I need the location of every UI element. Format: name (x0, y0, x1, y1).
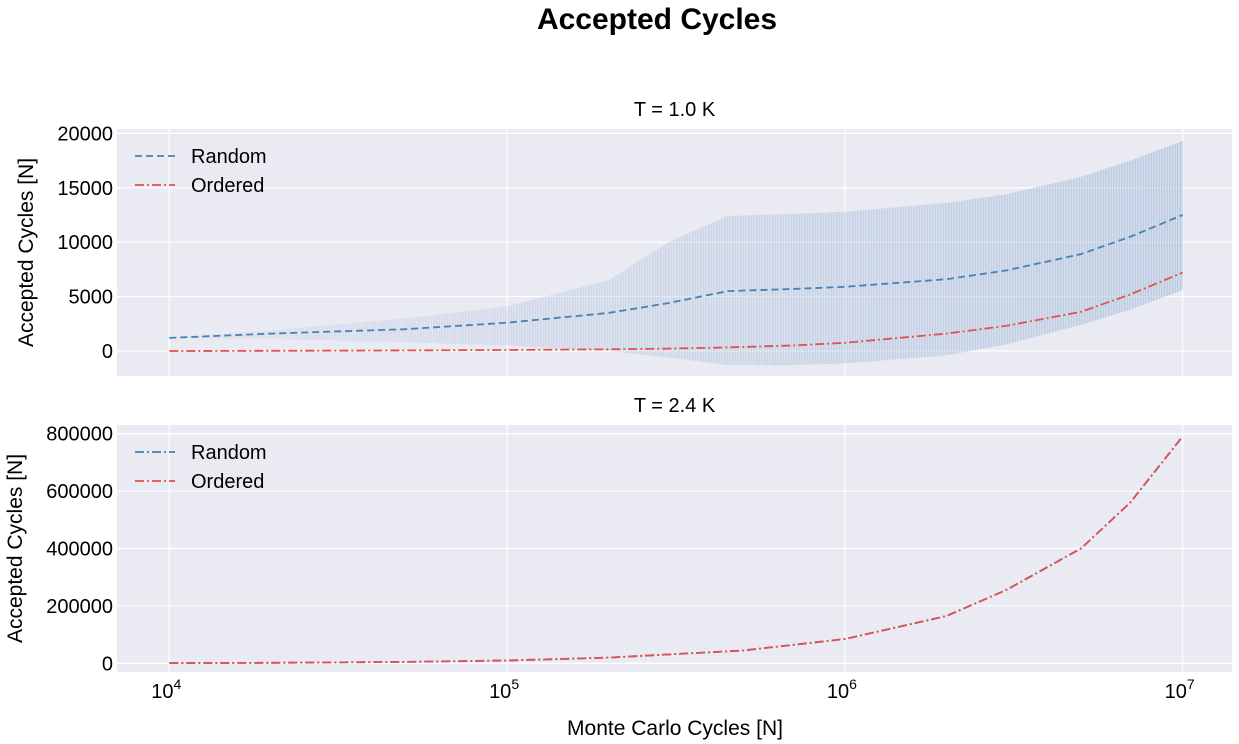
y-tick-label: 0 (102, 653, 113, 675)
x-tick-label: 105 (489, 676, 519, 703)
y-tick-label: 0 (102, 341, 113, 363)
figure-xlabel: Monte Carlo Cycles [N] (567, 717, 783, 740)
legend-label: Random (191, 146, 267, 168)
y-tick-label: 600000 (46, 481, 113, 503)
y-tick-label: 400000 (46, 539, 113, 561)
x-tick-label: 107 (1165, 676, 1195, 703)
plot-series (169, 435, 1184, 664)
plot-series (169, 141, 1183, 366)
x-tick-label: 104 (151, 676, 181, 703)
legend-label: Random (191, 442, 267, 464)
y-tick-label: 200000 (46, 596, 113, 618)
legend: Random Ordered (135, 146, 267, 197)
bottom-panel: T = 2.4 K 0 200000 400000 600000 800000 Accept… (4, 395, 1232, 703)
y-tick-label: 15000 (57, 178, 113, 200)
y-tick-label: 5000 (69, 287, 114, 309)
panel-title: T = 2.4 K (634, 395, 716, 417)
y-axis-label: Accepted Cycles [N] (4, 454, 27, 643)
error-band (170, 141, 1183, 366)
y-tick-label: 10000 (57, 232, 113, 254)
panel-title: T = 1.0 K (634, 99, 716, 121)
y-tick-label: 800000 (46, 424, 113, 446)
y-tick-label: 20000 (57, 123, 113, 145)
series-line-random (169, 214, 1183, 339)
x-tick-label: 106 (827, 676, 857, 703)
legend-label: Ordered (191, 471, 264, 493)
legend: Random Ordered (135, 442, 267, 493)
series-line-ordered (169, 435, 1184, 664)
legend-label: Ordered (191, 175, 264, 197)
top-panel: T = 1.0 K 0 5000 10000 15000 20000 Accepted Cy… (15, 99, 1232, 376)
figure-title: Accepted Cycles (537, 3, 777, 36)
series-line-ordered (169, 271, 1183, 352)
y-axis-label: Accepted Cycles [N] (15, 158, 38, 347)
